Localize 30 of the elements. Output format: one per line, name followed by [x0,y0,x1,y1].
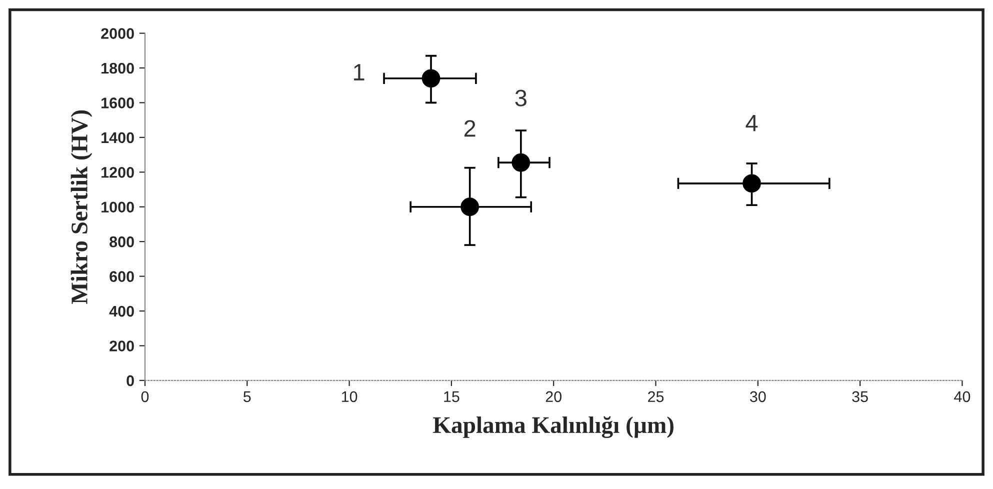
y-tick-label: 2000 [101,28,134,39]
annotation: 3 [515,90,526,106]
x-tick-label: 0 [141,391,149,402]
x-tick-label: 20 [546,391,562,402]
point [742,174,761,193]
y-tick-label: 1600 [102,98,134,108]
x-axis-title: Kaplama Kalınlığı (µm) [433,416,674,438]
y-tick-label: 400 [109,306,134,317]
annotation: 2 [464,120,476,137]
y-tick-label: 0 [126,375,134,386]
y-tick-label: 600 [110,271,134,282]
y-tick-label: 1000 [102,202,134,213]
x-tick-label: 15 [444,391,460,402]
y-tick-label: 200 [110,340,134,352]
annotation: 1 [354,64,364,80]
point [512,153,530,172]
y-tick-label: 800 [110,236,134,248]
y-axis-title: Mikro Sertlik (HV) [70,110,92,304]
x-tick-label: 25 [648,391,664,402]
point [460,198,480,216]
y-tick-label: 1800 [102,62,134,74]
annotation: 4 [746,114,758,132]
x-tick-label: 30 [750,391,766,402]
point [422,69,440,88]
x-tick-label: 35 [852,391,868,402]
y-tick-label: 1200 [102,166,134,178]
y-tick-label: 1400 [102,132,134,144]
x-tick-label: 40 [954,391,970,402]
x-tick-label: 10 [342,391,358,402]
x-tick-label: 5 [243,391,251,402]
